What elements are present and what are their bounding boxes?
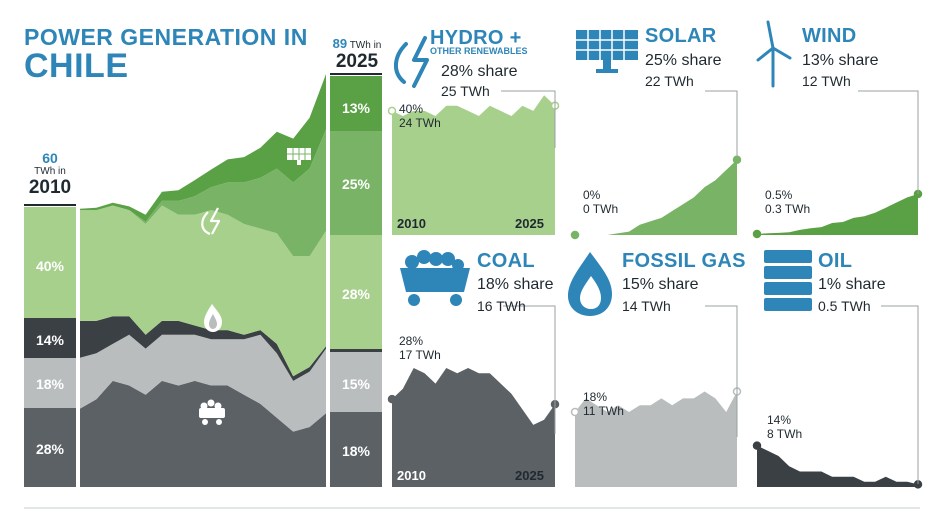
stack-2025-oil — [330, 349, 382, 352]
solar-start: 0% 0 TWh — [583, 188, 619, 216]
oil-barrel-icon — [764, 250, 812, 311]
gas-twh: 14 TWh — [622, 298, 671, 314]
stack-2025-wind — [330, 76, 382, 131]
stack-2025-solar — [330, 131, 382, 235]
total-2010: 60 TWh in 2010 — [24, 150, 76, 199]
page-title-line1: POWER GENERATION IN — [24, 24, 308, 50]
oil-start-marker — [752, 441, 762, 450]
stack-2010-bar — [24, 207, 76, 487]
hydro-start-marker — [387, 106, 397, 116]
solar-title: SOLAR — [645, 25, 717, 47]
coal-panel-area — [392, 368, 555, 487]
leader-lines — [501, 90, 919, 484]
solar-twh: 22 TWh — [645, 73, 694, 89]
stack-2010-oil — [24, 318, 76, 358]
wind-share: 13% share — [802, 52, 879, 69]
stack-2010-label-oil: 14% — [35, 332, 65, 348]
wind-start: 0.5% 0.3 TWh — [765, 188, 811, 216]
stack-2010-label-coal: 28% — [35, 441, 65, 457]
coal-cart-icon-main — [199, 399, 225, 425]
wind-title: WIND — [802, 25, 857, 47]
stack-2025-gas — [330, 352, 382, 412]
total-2010-value: 60 — [42, 150, 58, 166]
panel-areas — [387, 95, 923, 489]
total-2010-year: 2010 — [28, 177, 72, 198]
stack-2010-label-gas: 18% — [35, 376, 65, 392]
hydro-bolt-icon — [394, 36, 429, 88]
coal-title: COAL — [477, 250, 535, 272]
wind-panel-area — [757, 194, 918, 235]
coal-start: 28% 17 TWh — [399, 334, 441, 362]
stack-2025-label-solar: 25% — [341, 176, 371, 192]
stack-2025-label-gas: 15% — [341, 376, 371, 392]
area-hydro-other-renewables — [80, 205, 326, 377]
gas-start-marker — [570, 407, 580, 417]
area-wind — [80, 74, 326, 222]
wind-twh: 12 TWh — [802, 73, 851, 89]
hydro-year-start: 2010 — [397, 216, 426, 231]
oil-start: 14% 8 TWh — [767, 413, 803, 441]
solar-start-marker — [570, 230, 580, 240]
hydro-twh: 25 TWh — [441, 83, 490, 99]
hydro-bolt-icon-main — [201, 207, 221, 236]
solar-panel-icon-blue — [576, 30, 638, 73]
stack-2025-label-hydro: 28% — [341, 286, 371, 302]
wind-turbine-icon-blue — [756, 20, 792, 88]
gas-panel-area — [575, 391, 737, 487]
hydro-share: 28% share — [441, 63, 518, 80]
coal-year-start: 2010 — [397, 468, 426, 483]
stack-2025-label-wind: 13% — [341, 100, 371, 116]
oil-share: 1% share — [818, 276, 886, 293]
coal-share: 18% share — [477, 276, 554, 293]
total-2025-value: 89 — [332, 36, 348, 51]
gas-share: 15% share — [622, 276, 699, 293]
hydro-year-end: 2025 — [515, 216, 544, 231]
coal-year-end: 2025 — [515, 468, 544, 483]
solar-panel-area — [575, 159, 737, 235]
gas-title: FOSSIL GAS — [622, 250, 746, 272]
stack-2010-coal — [24, 408, 76, 487]
coal-twh: 16 TWh — [477, 298, 526, 314]
solar-share: 25% share — [645, 52, 722, 69]
total-2025: 89 TWh in 2025 — [326, 36, 388, 73]
area-coal — [80, 380, 326, 487]
area-fossil-gas — [80, 334, 326, 432]
stack-2025-bar — [330, 76, 382, 487]
stack-2010-label-hydro: 40% — [35, 258, 65, 274]
oil-twh: 0.5 TWh — [818, 298, 871, 314]
total-2025-year: 2025 — [335, 51, 379, 72]
total-2010-unit: TWh in — [34, 166, 66, 177]
stack-2010-gas — [24, 358, 76, 408]
gas-start: 18% 11 TWh — [583, 390, 624, 418]
hydro-panel-area — [392, 95, 555, 235]
stack-2025-hydro — [330, 235, 382, 349]
hydro-subtitle: OTHER RENEWABLES — [430, 46, 528, 56]
wind-turbine-icon — [291, 85, 313, 113]
oil-panel-area — [757, 445, 918, 487]
oil-title: OIL — [818, 250, 853, 272]
area-solar — [80, 129, 326, 257]
area-oil — [80, 316, 326, 381]
page-title-line2: CHILE — [24, 47, 129, 85]
wind-start-marker — [752, 229, 762, 239]
flame-icon-main — [204, 304, 222, 332]
stack-2025-label-coal: 18% — [341, 443, 371, 459]
stack-2025-coal — [330, 412, 382, 487]
total-2025-unit: TWh in — [349, 40, 382, 51]
hydro-title: HYDRO + — [430, 27, 522, 49]
coal-start-marker — [387, 394, 397, 404]
coal-cart-icon — [400, 250, 470, 306]
stack-2010-hydro — [24, 207, 76, 318]
flame-icon — [568, 252, 612, 316]
hydro-start: 40% 24 TWh — [399, 102, 441, 130]
main-stacked-areas — [80, 74, 326, 487]
solar-panel-icon — [287, 148, 311, 165]
